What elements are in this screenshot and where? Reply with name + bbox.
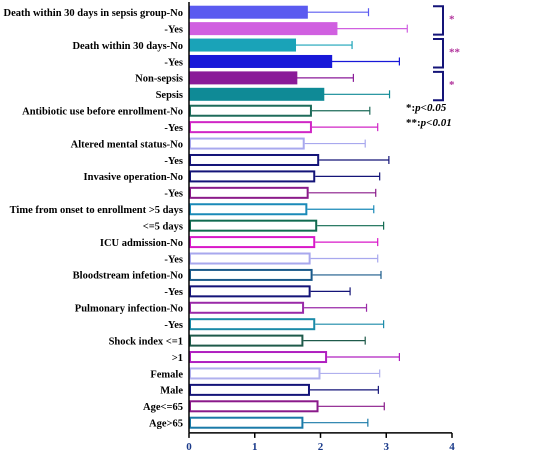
category-label: -Yes [164,320,183,331]
bar [189,104,312,117]
bar [189,301,305,314]
bar [189,236,316,249]
category-label: -Yes [164,254,183,265]
bar [189,121,312,134]
significance-mark: * [449,13,455,25]
category-label: -Yes [164,189,183,200]
bar [189,252,311,265]
category-label: Female [150,369,183,380]
bar [189,416,304,429]
category-label: Altered mental status-No [71,139,183,150]
significance-bracket [433,38,444,69]
bar [189,268,313,281]
legend-text: p<0.01 [420,117,452,129]
x-tick-label: 2 [318,441,324,451]
category-label: ICU admission-No [100,238,183,249]
bar [188,38,297,52]
x-tick-label: 4 [449,441,455,451]
legend-text: p<0.05 [414,102,447,114]
bar [189,318,316,331]
significance-mark: * [449,79,455,91]
bar [189,383,310,396]
category-label: <=5 days [143,221,183,232]
significance-mark: ** [449,46,461,58]
category-label: Non-sepsis [135,74,183,85]
bar [188,54,333,68]
x-tick-label: 3 [384,441,390,451]
x-tick-label: 1 [252,441,258,451]
bar [189,334,304,347]
bar [188,71,298,85]
legend-item: *:p<0.05 [406,102,447,114]
category-label: Male [160,386,183,397]
bar [189,367,321,380]
category-label: Death within 30 days-No [72,41,183,52]
category-label: Bloodstream infetion-No [73,271,183,282]
category-label: -Yes [164,156,183,167]
category-label: -Yes [164,57,183,68]
legend-symbol: *: [406,102,415,114]
significance-bracket [433,5,444,36]
bar [189,400,319,413]
significance-group: **** [433,5,461,102]
legend-symbol: **: [406,117,421,129]
bar [188,22,338,36]
category-labels-group: Death within 30 days in sepsis group-No -… [3,8,183,430]
category-label: -Yes [164,24,183,35]
category-label: Invasive operation-No [84,172,183,183]
bar [189,170,316,183]
category-label: -Yes [164,123,183,134]
category-label: Antibiotic use before enrollment-No [22,107,183,118]
bars-group [188,5,408,429]
bar [188,87,325,101]
bar [189,137,305,150]
bar [189,203,308,216]
bar [189,351,328,364]
category-label: Sepsis [156,90,183,101]
category-label: Pulmonary infection-No [75,304,183,315]
bar [189,153,320,166]
category-label: Age<=65 [143,402,183,413]
category-label: -Yes [164,287,183,298]
bar [188,5,308,19]
category-label: >1 [172,353,183,364]
category-label: Shock index <=1 [109,336,183,347]
category-label: Death within 30 days in sepsis group-No [3,8,183,19]
x-axis: 01234Log(reads of pathgen) [186,2,545,456]
legend: *:p<0.05 **:p<0.01 [406,102,452,129]
category-label: Age>65 [149,419,183,430]
legend-item: **:p<0.01 [406,117,452,129]
significance-bracket [433,70,444,102]
x-tick-label: 0 [186,441,192,451]
category-label: Time from onset to enrollment >5 days [10,205,183,216]
bar [189,219,318,232]
bar [189,186,309,199]
bar [189,285,311,298]
